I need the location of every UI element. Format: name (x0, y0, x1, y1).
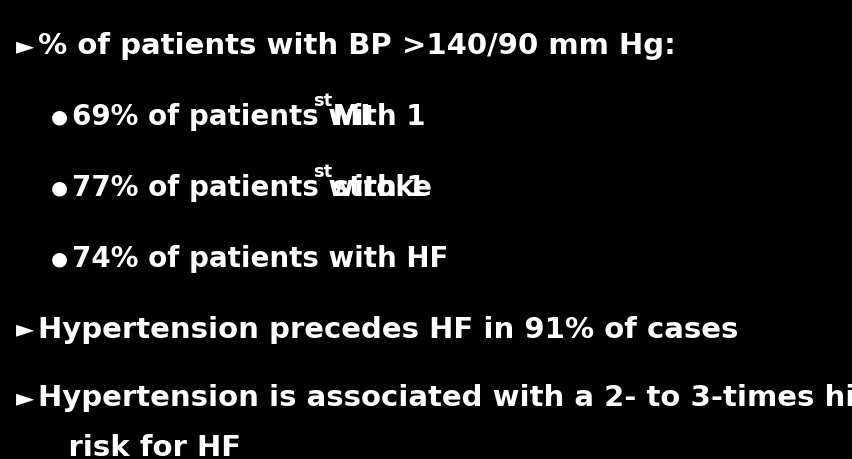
Text: MI: MI (323, 103, 371, 131)
Text: ►: ► (16, 317, 34, 341)
Text: % of patients with BP >140/90 mm Hg:: % of patients with BP >140/90 mm Hg: (37, 33, 675, 60)
Text: risk for HF: risk for HF (37, 433, 240, 459)
Text: Hypertension precedes HF in 91% of cases: Hypertension precedes HF in 91% of cases (37, 315, 737, 343)
Text: 74% of patients with HF: 74% of patients with HF (72, 244, 448, 272)
Text: ●: ● (50, 249, 67, 268)
Text: ●: ● (50, 178, 67, 197)
Text: st: st (313, 92, 332, 110)
Text: ►: ► (16, 34, 34, 58)
Text: Hypertension is associated with a 2- to 3-times higher: Hypertension is associated with a 2- to … (37, 383, 852, 411)
Text: ►: ► (16, 386, 34, 409)
Text: ●: ● (50, 107, 67, 127)
Text: stroke: stroke (323, 174, 432, 202)
Text: 77% of patients with 1: 77% of patients with 1 (72, 174, 425, 202)
Text: st: st (313, 162, 332, 180)
Text: 69% of patients with 1: 69% of patients with 1 (72, 103, 425, 131)
